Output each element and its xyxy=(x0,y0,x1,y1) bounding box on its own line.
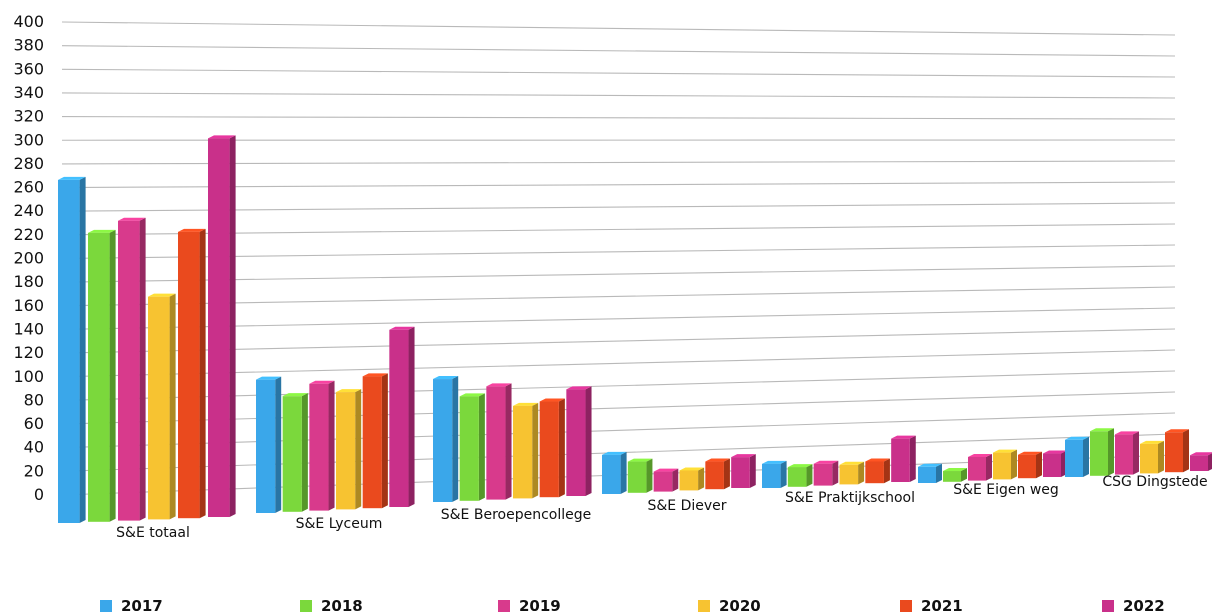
bar xyxy=(1165,429,1189,472)
y-tick-label: 160 xyxy=(13,296,44,315)
bar xyxy=(602,452,627,494)
gridline xyxy=(62,69,1175,77)
bar xyxy=(336,389,361,509)
bar xyxy=(1043,451,1067,477)
legend-item: 2020 xyxy=(698,597,761,615)
gridline xyxy=(62,22,1175,35)
bar xyxy=(788,464,813,487)
bar xyxy=(993,450,1017,480)
legend-label: 2018 xyxy=(321,597,363,615)
bar xyxy=(1115,431,1139,474)
y-tick-label: 40 xyxy=(24,438,44,457)
legend: 2017 2018 2019 2020 2021 2022 xyxy=(0,592,1212,616)
y-tick-label: 100 xyxy=(13,367,44,386)
gridline xyxy=(62,93,1175,98)
bar xyxy=(1190,452,1212,471)
bar xyxy=(1018,452,1042,479)
legend-label: 2020 xyxy=(719,597,761,615)
bar xyxy=(943,468,967,482)
bar xyxy=(460,393,485,500)
bar xyxy=(513,403,538,499)
bar xyxy=(762,461,787,488)
y-tick-label: 360 xyxy=(13,59,44,78)
bar xyxy=(283,393,308,512)
bar xyxy=(178,229,206,518)
y-tick-label: 220 xyxy=(13,225,44,244)
bar xyxy=(566,386,591,496)
bar xyxy=(118,218,146,521)
y-tick-label: 60 xyxy=(24,414,44,433)
y-tick-label: 260 xyxy=(13,178,44,197)
bar xyxy=(486,383,511,499)
y-tick-label: 0 xyxy=(34,485,44,504)
y-tick-label: 120 xyxy=(13,343,44,362)
bar xyxy=(1065,437,1089,477)
legend-label: 2017 xyxy=(121,597,163,615)
y-tick-label: 180 xyxy=(13,272,44,291)
category-label: S&E Diever xyxy=(647,498,726,514)
bar xyxy=(654,469,679,492)
bar xyxy=(256,377,281,513)
legend-swatch xyxy=(300,600,312,612)
y-tick-label: 380 xyxy=(13,36,44,55)
bar-chart: 0 20 40 60 80 100 120 140 160 180 200 220 240 260 280 3… xyxy=(0,0,1212,590)
y-axis-tick-labels: 0 20 40 60 80 100 120 140 160 180 200 220 240 260 280 3… xyxy=(13,12,44,504)
legend-label: 2022 xyxy=(1123,597,1165,615)
bar xyxy=(363,373,388,508)
legend-label: 2021 xyxy=(921,597,963,615)
y-tick-label: 400 xyxy=(13,12,44,31)
bar xyxy=(58,177,86,523)
legend-item: 2022 xyxy=(1102,597,1165,615)
gridline xyxy=(62,117,1175,119)
bar xyxy=(968,454,992,481)
category-label: S&E Eigen weg xyxy=(953,482,1059,498)
bar xyxy=(88,230,116,522)
y-tick-label: 140 xyxy=(13,319,44,338)
y-tick-label: 240 xyxy=(13,201,44,220)
legend-swatch xyxy=(100,600,112,612)
bar xyxy=(705,459,730,490)
category-label: CSG Dingstede xyxy=(1102,474,1207,490)
legend-item: 2021 xyxy=(900,597,963,615)
bar xyxy=(433,376,458,502)
bar xyxy=(208,135,236,517)
bar xyxy=(389,327,414,507)
y-tick-label: 80 xyxy=(24,390,44,409)
legend-label: 2019 xyxy=(519,597,561,615)
bar xyxy=(309,381,334,511)
bars xyxy=(58,135,1212,523)
y-tick-label: 300 xyxy=(13,130,44,149)
y-tick-label: 320 xyxy=(13,107,44,126)
bar xyxy=(148,294,176,520)
bar xyxy=(731,454,756,488)
y-tick-label: 200 xyxy=(13,249,44,268)
legend-item: 2019 xyxy=(498,597,561,615)
category-label: S&E Praktijkschool xyxy=(785,490,915,506)
category-label: S&E totaal xyxy=(116,525,190,541)
bar xyxy=(628,459,653,493)
legend-swatch xyxy=(900,600,912,612)
y-tick-label: 20 xyxy=(24,461,44,480)
y-tick-label: 340 xyxy=(13,83,44,102)
bar xyxy=(1140,441,1164,474)
bar xyxy=(891,436,916,482)
bar xyxy=(814,461,839,486)
legend-swatch xyxy=(498,600,510,612)
legend-item: 2018 xyxy=(300,597,363,615)
bar xyxy=(1090,428,1114,476)
gridline xyxy=(62,46,1175,56)
bar xyxy=(865,458,890,483)
bar xyxy=(680,467,705,490)
bar xyxy=(540,399,565,498)
category-label: S&E Lyceum xyxy=(296,516,383,532)
legend-swatch xyxy=(1102,600,1114,612)
legend-item: 2017 xyxy=(100,597,163,615)
category-label: S&E Beroepencollege xyxy=(441,507,591,523)
legend-swatch xyxy=(698,600,710,612)
y-tick-label: 280 xyxy=(13,154,44,173)
bar xyxy=(840,462,865,485)
bar xyxy=(918,464,942,483)
